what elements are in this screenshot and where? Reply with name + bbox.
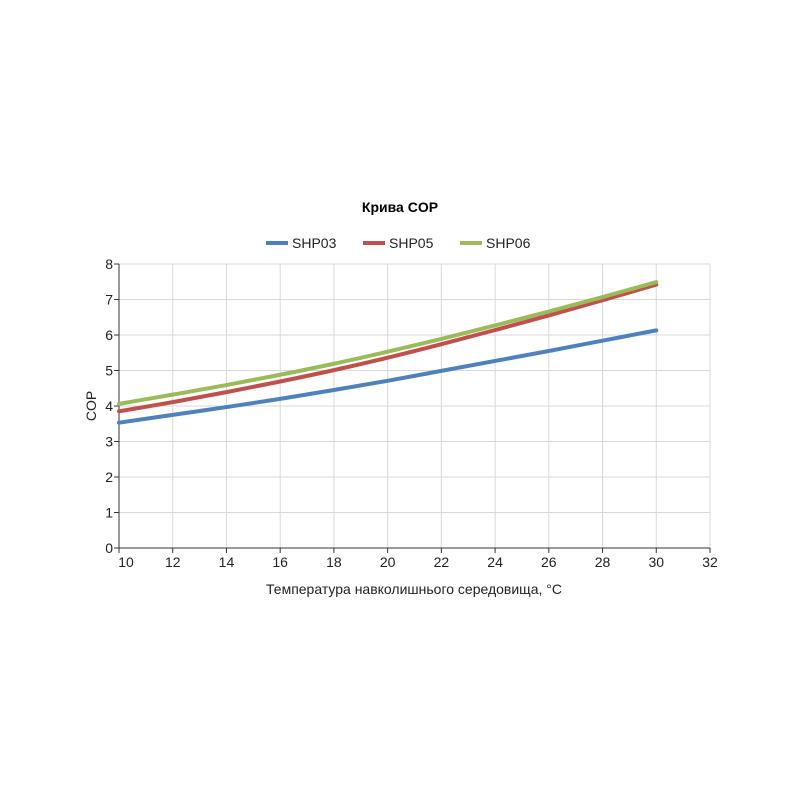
x-tick-label: 24 (487, 554, 503, 570)
series-line-shp05 (117, 282, 659, 414)
y-tick-label: 2 (105, 469, 113, 485)
x-tick-label: 20 (380, 554, 396, 570)
series-line-shp03 (117, 328, 659, 425)
y-tick-label: 1 (105, 505, 113, 521)
legend-item-shp03: SHP03 (266, 235, 337, 251)
x-tick-label: 30 (648, 554, 664, 570)
legend-item-shp06: SHP06 (460, 235, 531, 251)
x-tick-label: 28 (595, 554, 611, 570)
chart-title: Крива COP (362, 199, 438, 215)
y-tick-label: 6 (105, 327, 113, 343)
chart-series (117, 280, 659, 425)
legend-label: SHP05 (389, 235, 434, 251)
x-tick-label: 18 (326, 554, 342, 570)
y-tick-label: 7 (105, 292, 113, 308)
x-tick-label: 14 (219, 554, 235, 570)
legend-label: SHP06 (486, 235, 531, 251)
legend-item-shp05: SHP05 (363, 235, 434, 251)
x-tick-label: 16 (272, 554, 288, 570)
chart-grid (119, 263, 711, 548)
y-tick-label: 5 (105, 363, 113, 379)
x-tick-labels: 10 12 14 16 18 20 22 24 26 28 30 32 (118, 554, 718, 570)
chart-axes (114, 263, 711, 553)
y-tick-label: 4 (105, 398, 113, 414)
x-axis-title: Температура навколишнього середовища, °C (266, 581, 562, 597)
y-tick-label: 3 (105, 434, 113, 450)
x-tick-label: 26 (541, 554, 557, 570)
series-line-shp06 (117, 280, 659, 406)
y-tick-labels: 0 1 2 3 4 5 6 7 8 (105, 256, 113, 556)
x-tick-label: 32 (702, 554, 718, 570)
legend-label: SHP03 (292, 235, 337, 251)
y-tick-label: 8 (105, 256, 113, 272)
x-tick-label: 22 (434, 554, 450, 570)
y-axis-title: COP (83, 391, 99, 421)
y-tick-label: 0 (105, 540, 113, 556)
x-tick-label: 10 (118, 554, 134, 570)
chart-legend: SHP03 SHP05 SHP06 (266, 235, 531, 251)
x-tick-label: 12 (165, 554, 181, 570)
